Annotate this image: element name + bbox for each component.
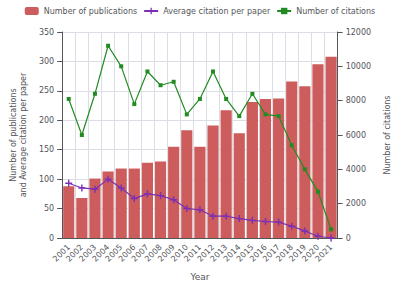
svg-text:100: 100 <box>39 175 54 184</box>
svg-text:2009: 2009 <box>156 242 177 264</box>
svg-text:Average citation per paper: Average citation per paper <box>163 7 271 16</box>
svg-text:Number of publications: Number of publications <box>9 88 18 181</box>
svg-text:50: 50 <box>44 204 54 213</box>
svg-text:2007: 2007 <box>129 242 151 264</box>
svg-text:6000: 6000 <box>346 131 366 140</box>
svg-text:2013: 2013 <box>208 242 230 264</box>
svg-text:2015: 2015 <box>234 242 256 264</box>
svg-text:2006: 2006 <box>116 242 138 264</box>
svg-text:2014: 2014 <box>221 242 243 264</box>
svg-text:0: 0 <box>49 234 54 243</box>
svg-text:2020: 2020 <box>300 242 322 264</box>
svg-text:2016: 2016 <box>247 242 269 264</box>
svg-text:10000: 10000 <box>346 62 371 71</box>
svg-text:350: 350 <box>39 28 54 37</box>
svg-text:2011: 2011 <box>182 242 204 264</box>
svg-text:300: 300 <box>39 57 54 66</box>
svg-text:2000: 2000 <box>346 199 366 208</box>
svg-text:2001: 2001 <box>51 242 72 264</box>
svg-text:150: 150 <box>39 145 54 154</box>
svg-text:250: 250 <box>39 86 54 95</box>
svg-text:2010: 2010 <box>169 242 190 264</box>
svg-text:8000: 8000 <box>346 96 366 105</box>
svg-text:2004: 2004 <box>90 242 112 264</box>
svg-text:and Average citation per paper: and Average citation per paper <box>19 72 28 197</box>
svg-text:Year: Year <box>189 272 209 282</box>
svg-text:2017: 2017 <box>261 242 282 264</box>
svg-text:2021: 2021 <box>314 243 335 264</box>
svg-text:2005: 2005 <box>103 242 125 264</box>
svg-text:2012: 2012 <box>195 242 217 264</box>
svg-text:4000: 4000 <box>346 165 366 174</box>
svg-text:Number of publications: Number of publications <box>44 7 137 16</box>
svg-text:Number of citations: Number of citations <box>383 95 392 174</box>
svg-text:2018: 2018 <box>274 242 295 264</box>
svg-text:2008: 2008 <box>143 242 164 264</box>
svg-text:0: 0 <box>346 234 351 243</box>
svg-text:200: 200 <box>39 116 54 125</box>
svg-text:2003: 2003 <box>77 242 99 264</box>
svg-text:2002: 2002 <box>64 242 85 264</box>
svg-text:12000: 12000 <box>346 28 371 37</box>
svg-text:2019: 2019 <box>287 242 308 264</box>
svg-text:Number of citations: Number of citations <box>296 7 375 16</box>
